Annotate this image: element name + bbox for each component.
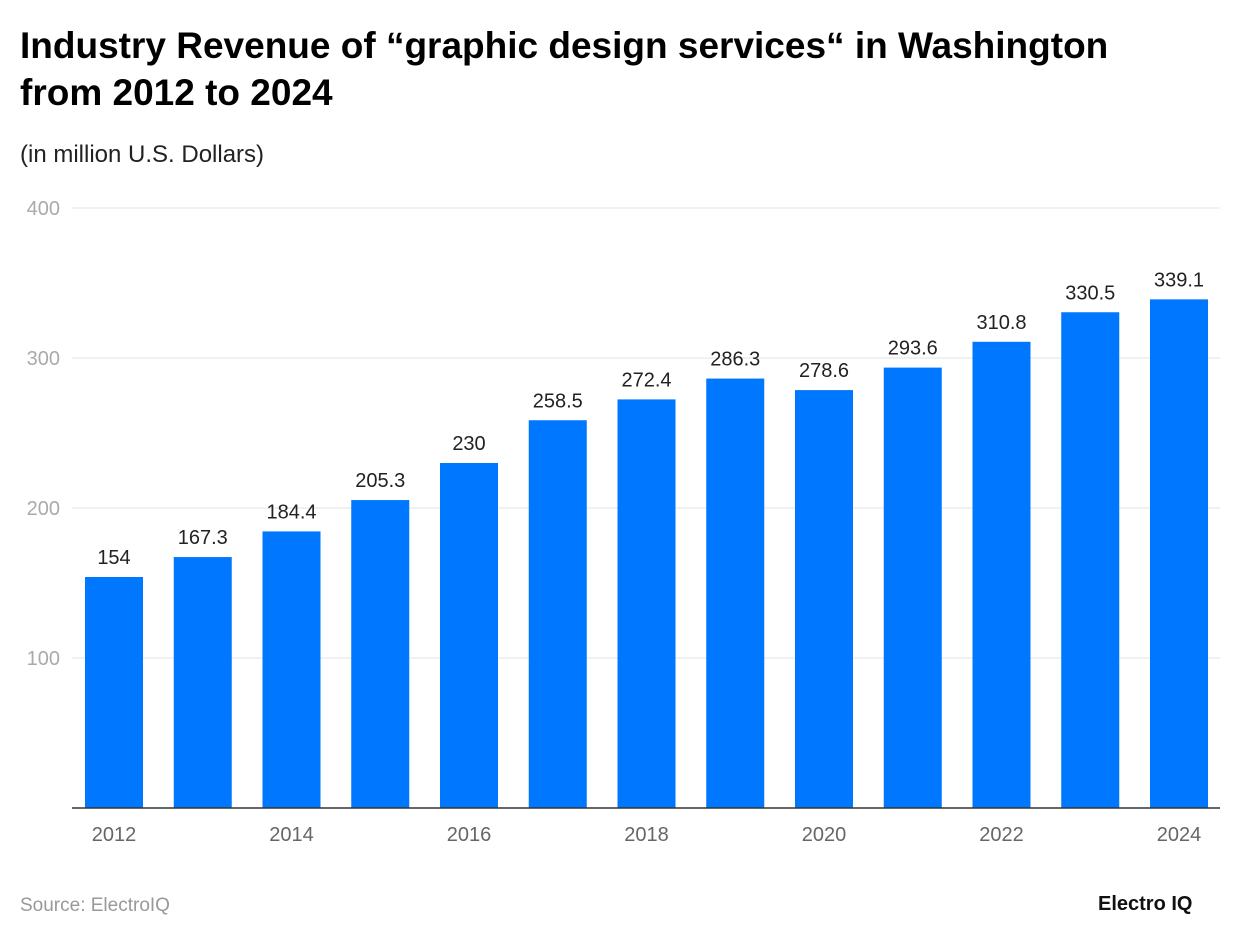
bar-2018	[617, 399, 676, 808]
data-label: 330.5	[1065, 282, 1115, 304]
y-tick-label: 300	[27, 348, 60, 370]
x-tick-label: 2020	[802, 824, 847, 846]
bar-2012	[85, 577, 143, 808]
data-label: 230	[452, 433, 485, 455]
x-tick-label: 2018	[624, 824, 669, 846]
x-tick-label: 2012	[92, 824, 137, 846]
bar-2014	[262, 531, 321, 808]
brand-logo: Electro IQ	[1098, 893, 1193, 915]
bar-2015	[351, 500, 410, 808]
y-tick-label: 400	[27, 198, 60, 220]
x-tick-label: 2014	[269, 824, 314, 846]
data-label: 154	[97, 547, 130, 569]
bar-2017	[528, 420, 587, 808]
data-label: 184.4	[266, 501, 316, 523]
y-tick-label: 200	[27, 498, 60, 520]
data-label: 339.1	[1154, 269, 1204, 291]
data-label: 167.3	[178, 527, 228, 549]
x-tick-label: 2024	[1157, 824, 1202, 846]
bar-2013	[173, 557, 232, 808]
data-label: 205.3	[355, 470, 405, 492]
bar-2021	[883, 367, 942, 808]
bar-2020	[795, 390, 853, 808]
chart-title: Industry Revenue of “graphic design serv…	[20, 25, 1109, 113]
chart-subtitle: (in million U.S. Dollars)	[20, 141, 265, 168]
x-tick-label: 2016	[447, 824, 492, 846]
bar-2022	[972, 341, 1031, 808]
data-label: 272.4	[621, 369, 671, 391]
x-tick-label: 2022	[979, 824, 1024, 846]
bar-2019	[706, 378, 765, 808]
data-label: 258.5	[533, 390, 583, 412]
data-label: 310.8	[976, 312, 1026, 334]
bar-2024	[1150, 299, 1208, 808]
data-label: 286.3	[710, 349, 760, 371]
source-note: Source: ElectroIQ	[20, 895, 170, 916]
bar-2023	[1061, 312, 1120, 808]
y-tick-label: 100	[27, 648, 60, 670]
data-label: 278.6	[799, 360, 849, 382]
data-label: 293.6	[888, 338, 938, 360]
bar-2016	[440, 463, 498, 808]
